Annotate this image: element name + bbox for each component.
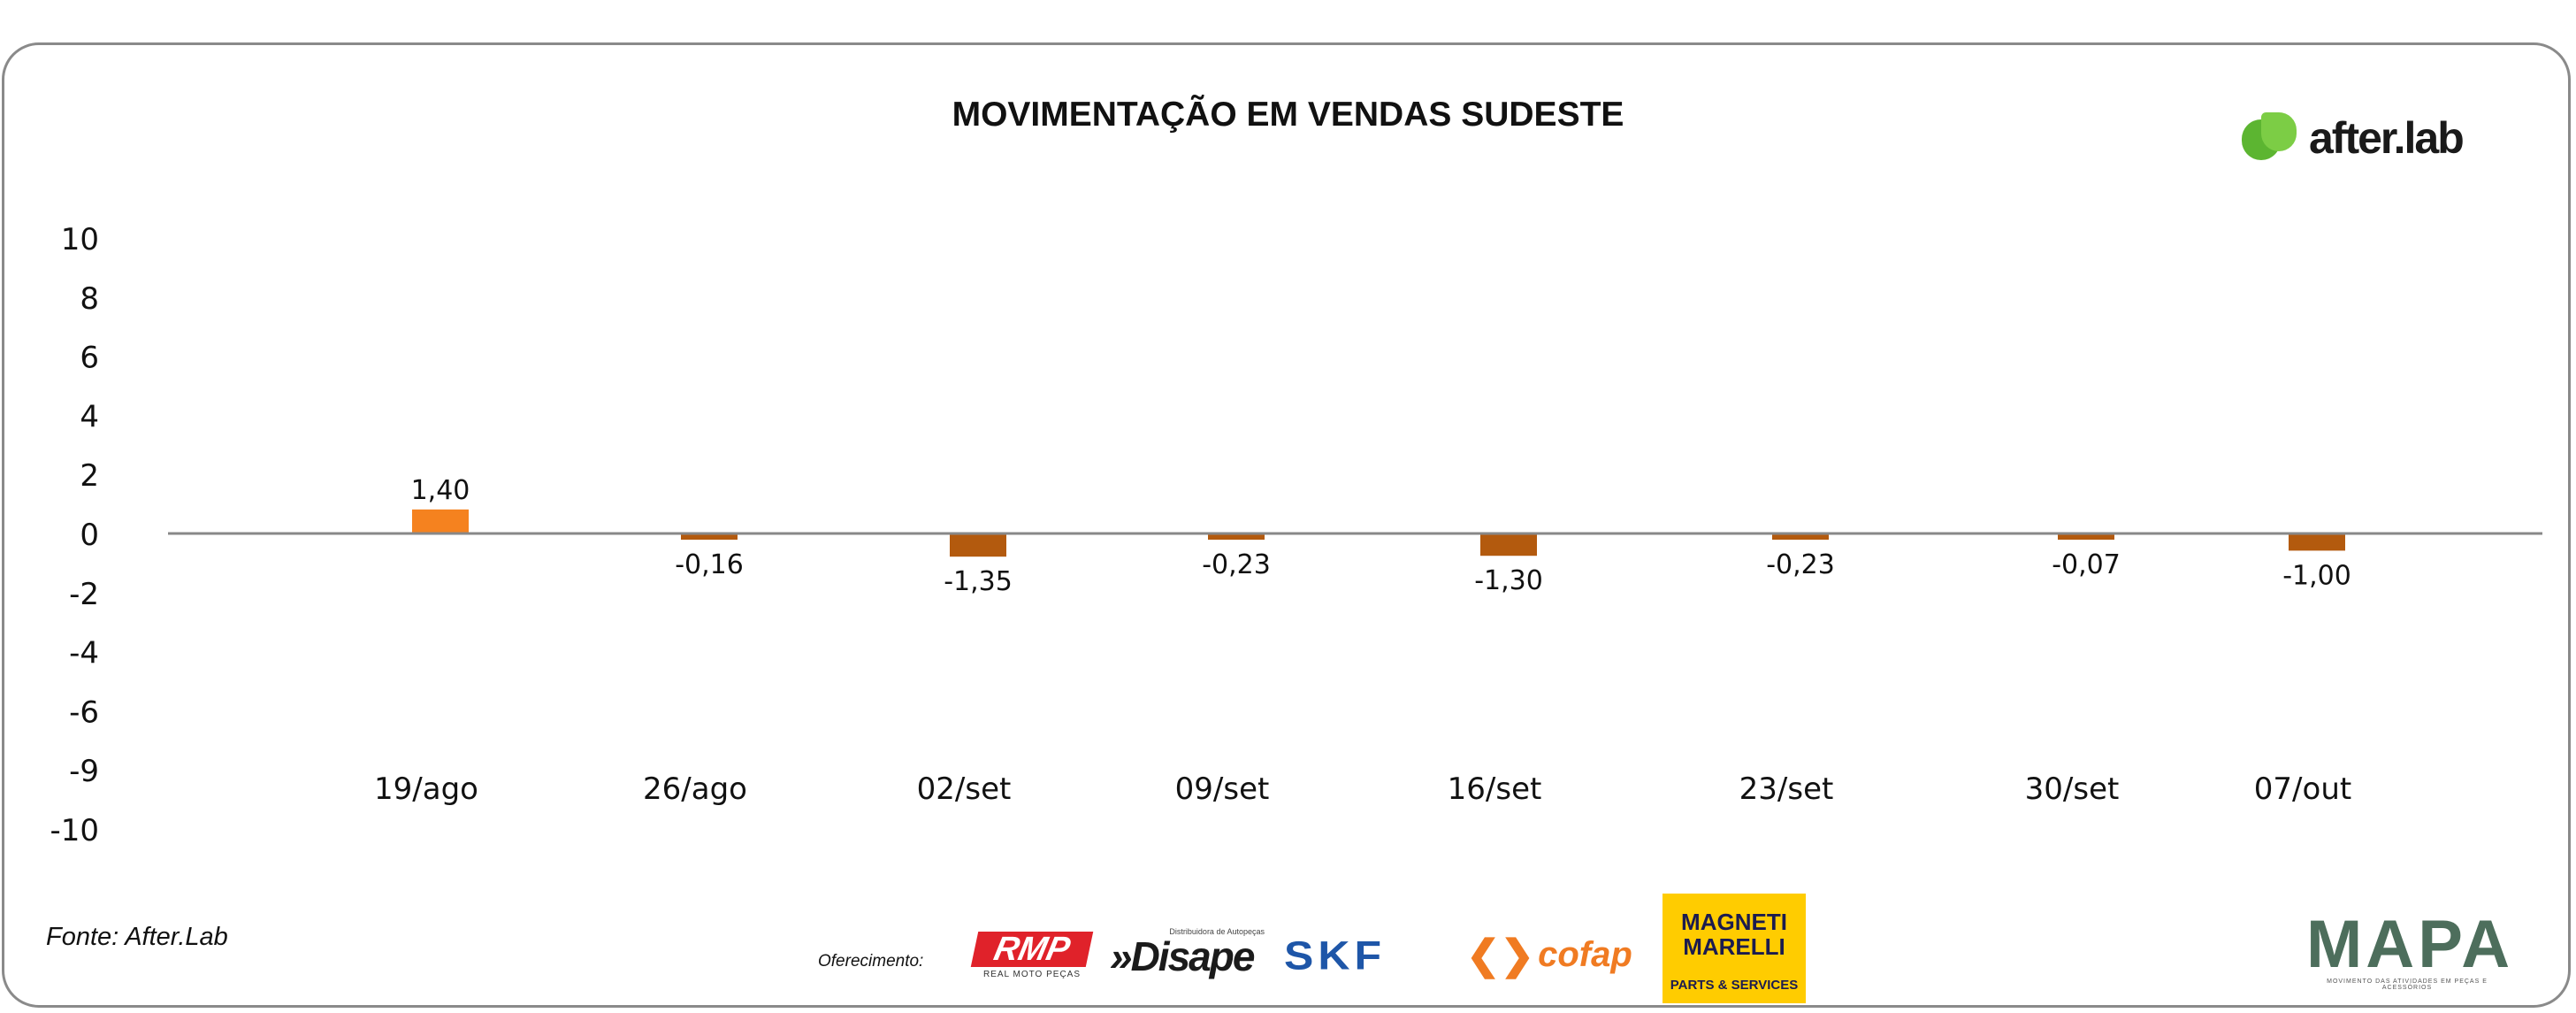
y-tick-label: -4 <box>69 636 99 671</box>
rmp-logo: RMP REAL MOTO PEÇAS <box>970 931 1094 979</box>
data-label: -1,00 <box>2282 560 2351 591</box>
data-label: -0,23 <box>1202 549 1271 580</box>
data-label: 1,40 <box>411 475 470 506</box>
x-tick-label: 16/set <box>1448 771 1542 807</box>
y-tick-label: 8 <box>80 281 99 317</box>
cofap-logo-text: cofap <box>1538 934 1632 974</box>
y-tick-label: -10 <box>50 813 99 848</box>
mapa-logo: MAPA MOVIMENTO DAS ATIVIDADES EM PEÇAS E… <box>2306 907 2514 992</box>
data-label: -1,30 <box>1474 565 1543 596</box>
x-tick-label: 09/set <box>1175 771 1270 807</box>
data-labels: 1,40 -0,16 -1,35 -0,23 -1,30 -0,23 -0,07 -1,00 <box>411 475 2351 597</box>
x-tick-label: 23/set <box>1739 771 1834 807</box>
magneti-marelli-logo: MAGNETI MARELLI PARTS & SERVICES <box>1663 894 1806 1003</box>
magneti-logo-subtext: PARTS & SERVICES <box>1670 978 1799 993</box>
bar-09/set <box>1208 533 1265 540</box>
cofap-mark-icon: ❮❯ <box>1466 932 1535 978</box>
bar-23/set <box>1772 533 1829 540</box>
bar-30/set <box>2058 533 2114 540</box>
disape-logo-subtext: Distribuidora de Autopeças <box>1169 927 1265 936</box>
data-label: -0,16 <box>675 549 744 580</box>
afterlab-logo: after.lab <box>2242 111 2465 165</box>
magneti-logo-text: MAGNETI MARELLI <box>1681 909 1787 960</box>
x-tick-label: 26/ago <box>643 771 747 807</box>
y-tick-label: -6 <box>69 695 99 730</box>
y-tick-label: -2 <box>69 577 99 612</box>
rmp-logo-subtext: REAL MOTO PEÇAS <box>982 970 1082 979</box>
x-tick-label: 02/set <box>917 771 1012 807</box>
y-tick-label: 0 <box>80 518 99 553</box>
y-tick-label: 6 <box>80 341 99 376</box>
afterlab-mark-icon <box>2242 112 2305 164</box>
cofap-logo: ❮❯ cofap <box>1466 932 1634 978</box>
sponsor-label: Oferecimento: <box>818 952 924 971</box>
bar-07/out <box>2289 533 2345 551</box>
rmp-logo-text: RMP <box>970 931 1094 968</box>
y-tick-label: 2 <box>80 458 99 494</box>
afterlab-logo-text: after.lab <box>2309 113 2465 163</box>
y-tick-label: -9 <box>69 754 99 789</box>
bar-19/ago <box>412 509 469 533</box>
y-tick-label: 10 <box>61 222 99 257</box>
x-tick-label: 19/ago <box>374 771 478 807</box>
bars <box>412 509 2345 557</box>
mapa-logo-text: MAPA <box>2306 907 2514 982</box>
y-tick-label: 4 <box>80 399 99 434</box>
data-label: -0,07 <box>2052 549 2121 580</box>
data-label: -1,35 <box>944 566 1013 597</box>
chart-title: MOVIMENTAÇÃO EM VENDAS SUDESTE <box>952 96 1624 134</box>
skf-logo: SKF <box>1284 932 1386 978</box>
x-tick-label: 07/out <box>2254 771 2351 807</box>
source-note: Fonte: After.Lab <box>46 923 228 951</box>
x-tick-label: 30/set <box>2025 771 2120 807</box>
bar-02/set <box>950 533 1006 557</box>
y-axis-ticks: 10 8 6 4 2 0 -2 -4 -6 -9 -10 <box>50 222 99 848</box>
mapa-logo-subtext: MOVIMENTO DAS ATIVIDADES EM PEÇAS E ACES… <box>2327 978 2488 991</box>
bar-16/set <box>1480 533 1537 556</box>
disape-logo-text: »Disape <box>1110 933 1255 979</box>
bar-26/ago <box>681 533 738 540</box>
disape-logo: Distribuidora de Autopeças »Disape <box>1110 927 1265 982</box>
x-axis-ticks: 19/ago 26/ago 02/set 09/set 16/set 23/set 30/s… <box>374 771 2351 807</box>
data-label: -0,23 <box>1766 549 1835 580</box>
